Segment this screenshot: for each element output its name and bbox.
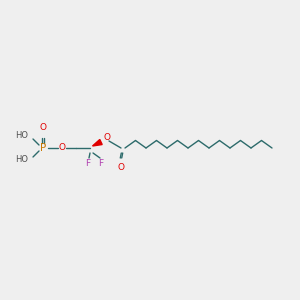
Polygon shape — [92, 140, 102, 146]
Text: O: O — [40, 124, 46, 133]
Text: HO: HO — [16, 155, 28, 164]
Text: O: O — [58, 143, 65, 152]
Text: O: O — [118, 163, 124, 172]
Text: F: F — [98, 160, 104, 169]
Text: F: F — [85, 160, 91, 169]
Text: O: O — [103, 133, 110, 142]
Text: HO: HO — [16, 131, 28, 140]
Text: P: P — [40, 143, 46, 153]
